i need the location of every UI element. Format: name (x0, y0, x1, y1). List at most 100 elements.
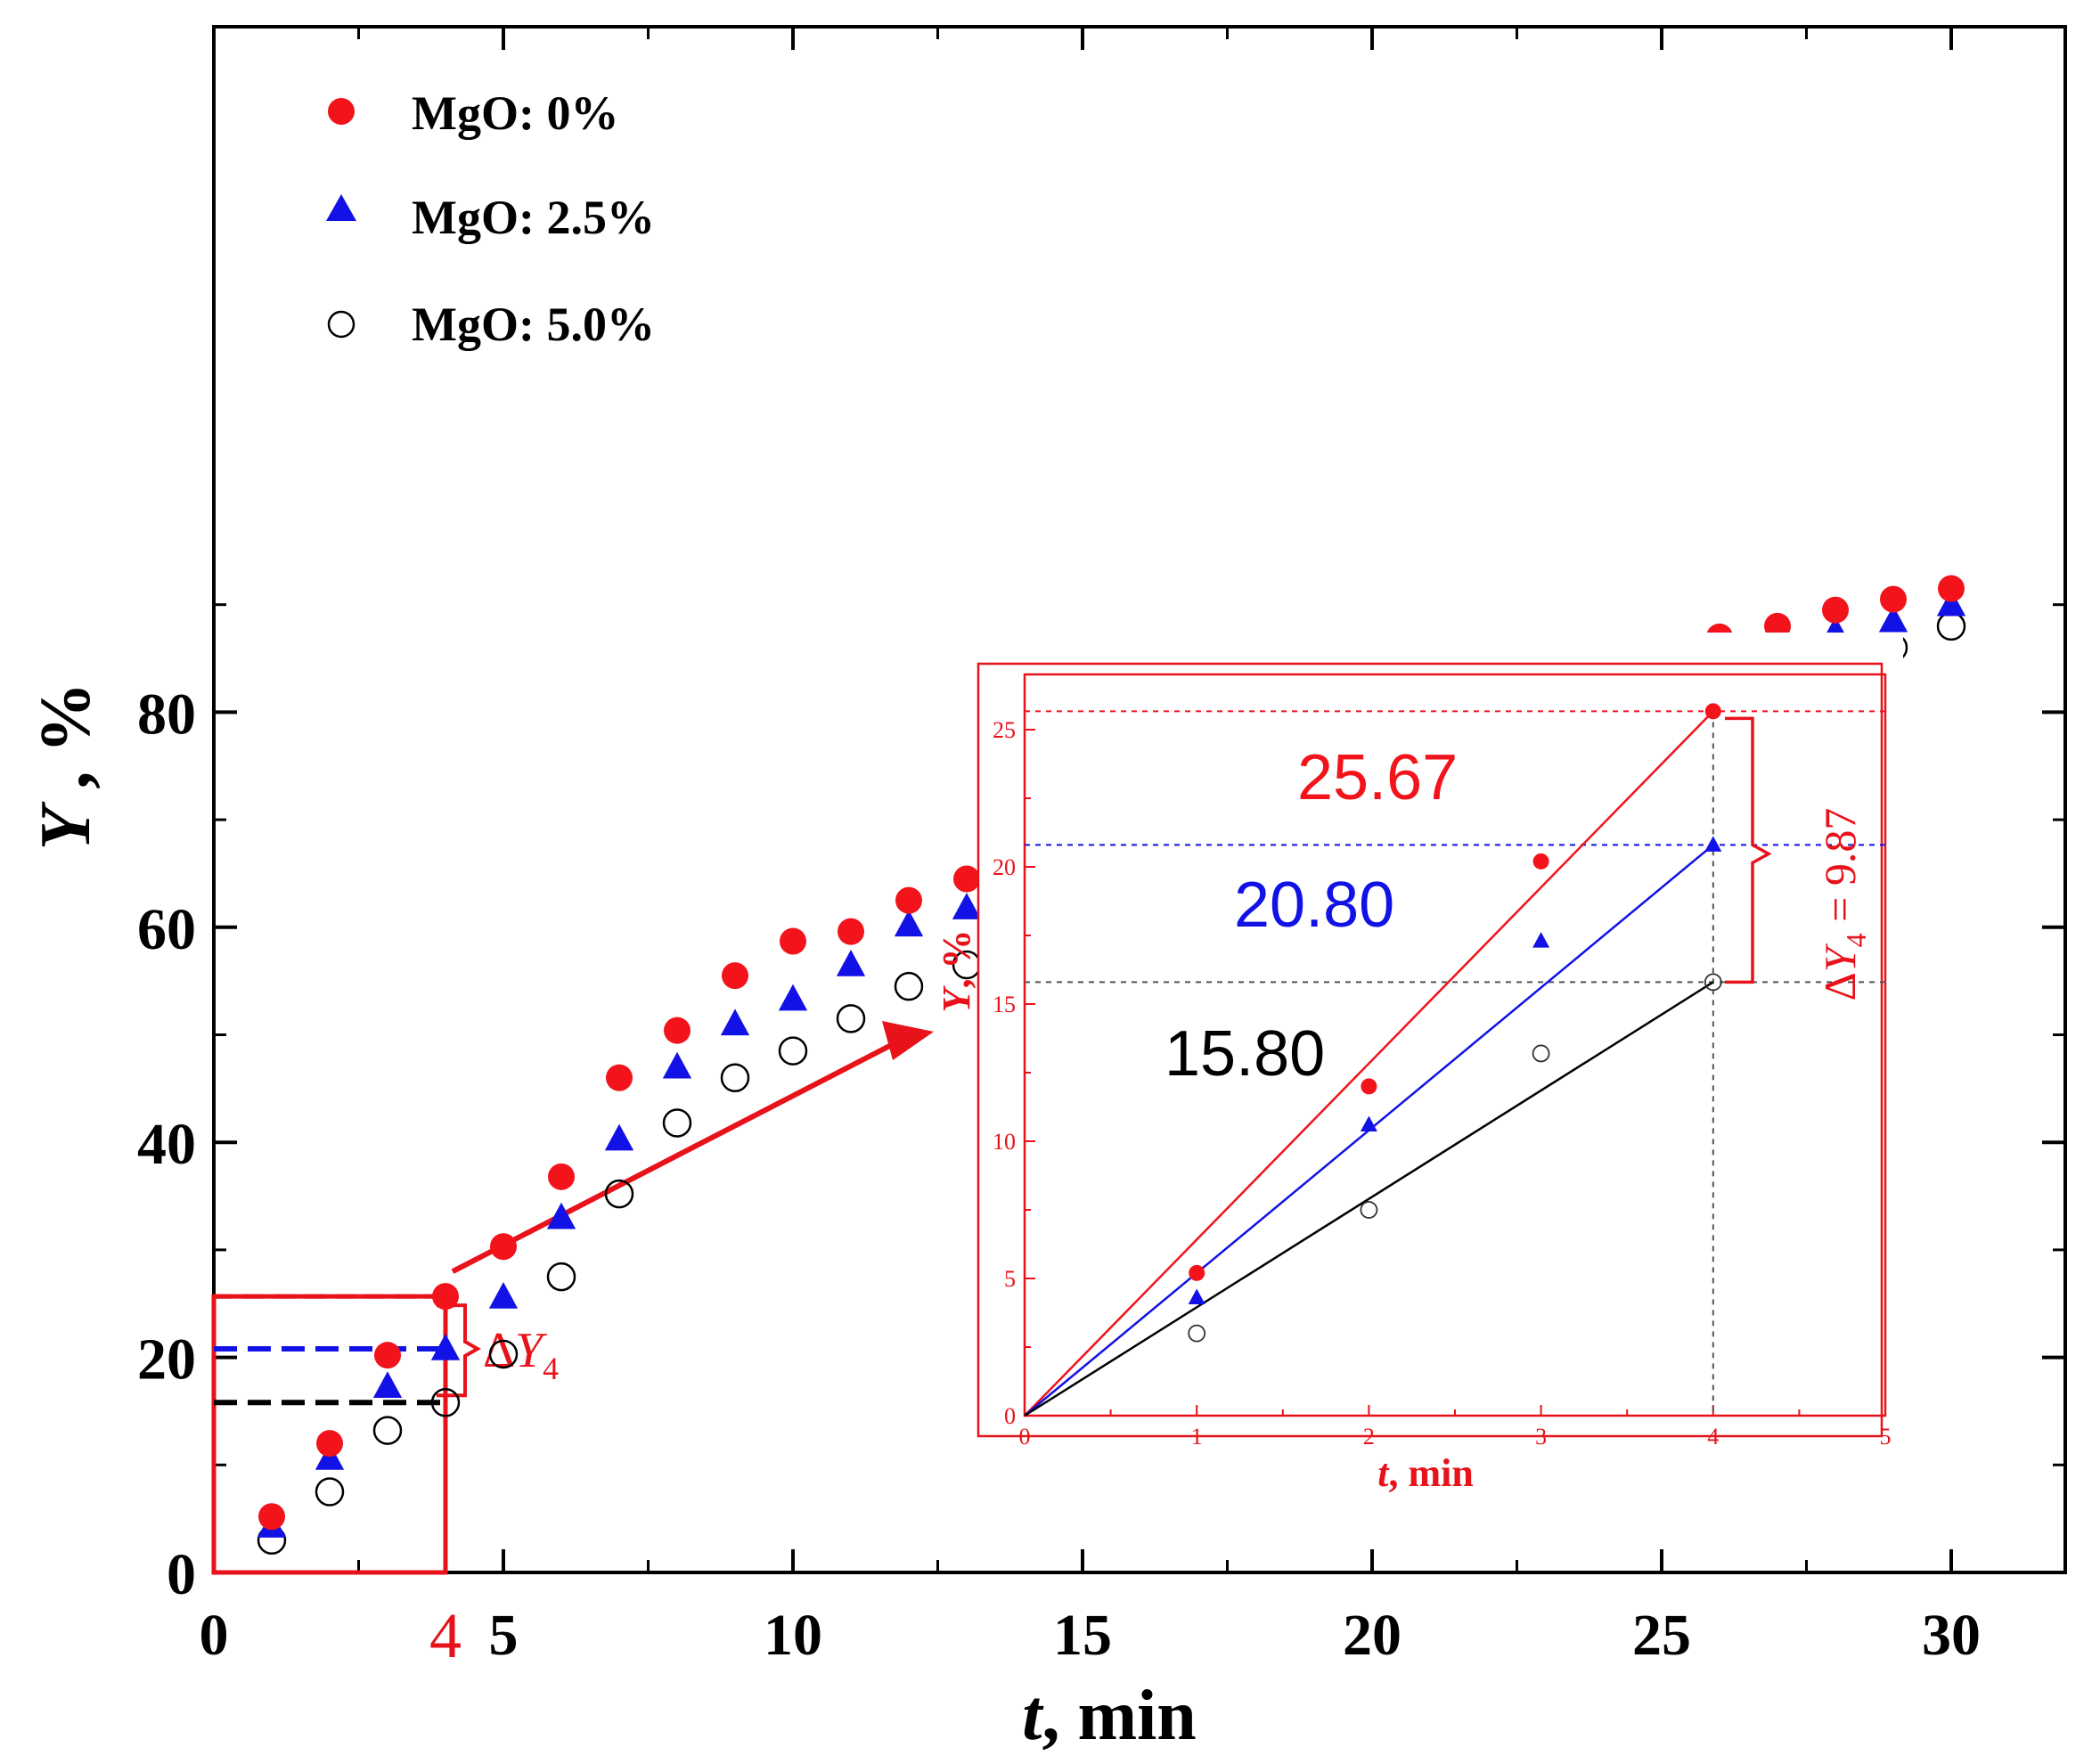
marker-mgo-2-5 (1936, 589, 1966, 617)
y-axis-title-unit: , % (27, 682, 105, 807)
marker-mgo-0 (780, 927, 806, 955)
marker-mgo-5 (894, 971, 924, 1001)
inset-x-tick-label: 3 (1535, 1424, 1547, 1450)
marker-mgo-5 (662, 1108, 692, 1138)
marker-mgo-5 (430, 1388, 461, 1417)
legend-marker-mgo-5 (327, 310, 355, 339)
x-tick-label: 5 (489, 1603, 519, 1668)
inset-marker-mgo-2-5 (1704, 836, 1722, 852)
x-tick-label: 0 (200, 1603, 229, 1668)
x-tick-label: 30 (1922, 1603, 1981, 1668)
marker-mgo-5 (488, 1339, 519, 1369)
marker-mgo-0 (1822, 596, 1849, 624)
x-tick-label: 20 (1343, 1603, 1401, 1668)
legend-label-mgo-2-5: MgO: 2.5% (412, 191, 655, 244)
marker-mgo-2-5 (662, 1051, 692, 1079)
marker-mgo-2-5 (1878, 605, 1908, 633)
delta-subscript: 4 (543, 1351, 559, 1386)
inset-y-tick-label: 20 (993, 854, 1016, 880)
marker-mgo-5 (836, 1004, 866, 1033)
legend-marker-mgo-0 (328, 98, 355, 125)
marker-mgo-2-5 (952, 893, 982, 919)
marker-mgo-5 (778, 1036, 808, 1066)
marker-mgo-0 (490, 1233, 517, 1261)
marker-mgo-0 (606, 1064, 633, 1091)
inset-fit-line (1024, 981, 1714, 1417)
marker-mgo-0 (722, 962, 748, 990)
inset-marker-mgo-0 (1189, 1264, 1205, 1281)
y-axis-title-var: Y (27, 801, 105, 850)
inset-red-value: 25.67 (1297, 742, 1458, 813)
inset-delta-brace (1725, 716, 1772, 984)
x-axis-title-var: t (1022, 1677, 1044, 1755)
inset-data-markers (1188, 703, 1722, 1343)
delta-brace-main (437, 1303, 482, 1398)
marker-mgo-0 (316, 1430, 343, 1458)
inset-blue-value: 20.80 (1234, 870, 1394, 941)
main-axis-ticks (212, 27, 2065, 1574)
inset-x-axis-title-var: t (1377, 1451, 1390, 1495)
y-tick-label: 0 (167, 1542, 196, 1607)
x-axis-title: t, min (1022, 1677, 1197, 1755)
inset-marker-mgo-0 (1532, 853, 1549, 870)
marker-mgo-0 (432, 1283, 459, 1311)
inset-brace-path (1725, 716, 1772, 984)
inset-marker-mgo-2-5 (1188, 1288, 1205, 1305)
inset-marker-mgo-0 (1361, 1078, 1377, 1095)
marker-mgo-0 (374, 1342, 401, 1369)
zoom-arrow-shaft (451, 1038, 902, 1274)
marker-mgo-2-5 (778, 984, 808, 1011)
inset-y-axis-title-unit: , % (935, 930, 978, 989)
legend-label-mgo-0: MgO: 0% (412, 86, 618, 140)
inset-x-tick-label: 4 (1707, 1424, 1719, 1450)
inset-delta-symbol: Δ (1815, 972, 1865, 1000)
marker-mgo-0 (895, 886, 922, 914)
marker-mgo-0 (664, 1017, 691, 1044)
marker-mgo-2-5 (894, 910, 924, 937)
x-axis-title-unit: , min (1042, 1677, 1196, 1755)
inset-marker-mgo-5 (1360, 1201, 1378, 1219)
inset-delta-subscript: 4 (1840, 933, 1872, 947)
y-tick-label: 80 (137, 682, 196, 747)
inset-x-tick-label: 0 (1019, 1424, 1031, 1450)
marker-mgo-2-5 (604, 1123, 634, 1151)
inset-y-tick-label: 10 (993, 1129, 1016, 1155)
highlight-region (211, 1021, 934, 1575)
marker-mgo-5 (604, 1179, 634, 1209)
marker-mgo-2-5 (372, 1371, 403, 1398)
marker-mgo-2-5 (836, 950, 866, 976)
y-tick-label: 60 (137, 897, 196, 962)
inset-x-axis-title: t, min (1377, 1451, 1474, 1495)
inset-marker-mgo-2-5 (1360, 1115, 1377, 1132)
main-plot-frame (212, 25, 2067, 1574)
x-tick-label: 10 (764, 1603, 822, 1668)
inset-y-tick-label: 5 (1004, 1266, 1016, 1292)
inset-delta-value: = 9.87 (1815, 808, 1865, 934)
inset-marker-mgo-5 (1532, 1044, 1550, 1063)
zoom-arrow-head (882, 1021, 934, 1060)
inset-delta-var: Y (1815, 943, 1865, 972)
inset-marker-mgo-2-5 (1532, 932, 1550, 948)
marker-mgo-2-5 (430, 1333, 461, 1360)
delta-symbol: Δ (483, 1323, 515, 1378)
inset-y-axis-title: Y, % (935, 930, 978, 1013)
marker-mgo-0 (258, 1503, 285, 1531)
inset-marker-mgo-5 (1188, 1324, 1206, 1343)
legend-marker-mgo-2-5 (326, 194, 356, 221)
inset-axis-tick-labels: 0 1 2 3 4 5 0 5 10 15 20 25 (993, 717, 1892, 1450)
x-tick-label: 25 (1632, 1603, 1691, 1668)
marker-mgo-5 (315, 1477, 345, 1507)
marker-mgo-5 (1936, 611, 1966, 641)
marker-mgo-2-5 (720, 1009, 750, 1036)
inset-marker-mgo-0 (1704, 703, 1721, 720)
inset-y-tick-label: 15 (993, 992, 1016, 1017)
marker-mgo-0 (548, 1163, 575, 1190)
inset-outer-frame (977, 662, 1884, 1438)
marker-mgo-5 (546, 1262, 576, 1292)
inset-x-tick-label: 2 (1363, 1424, 1375, 1450)
inset-background (978, 633, 1903, 1436)
delta-var: Y (515, 1323, 548, 1378)
inset-delta-label: ΔY4 = 9.87 (1815, 808, 1872, 1001)
